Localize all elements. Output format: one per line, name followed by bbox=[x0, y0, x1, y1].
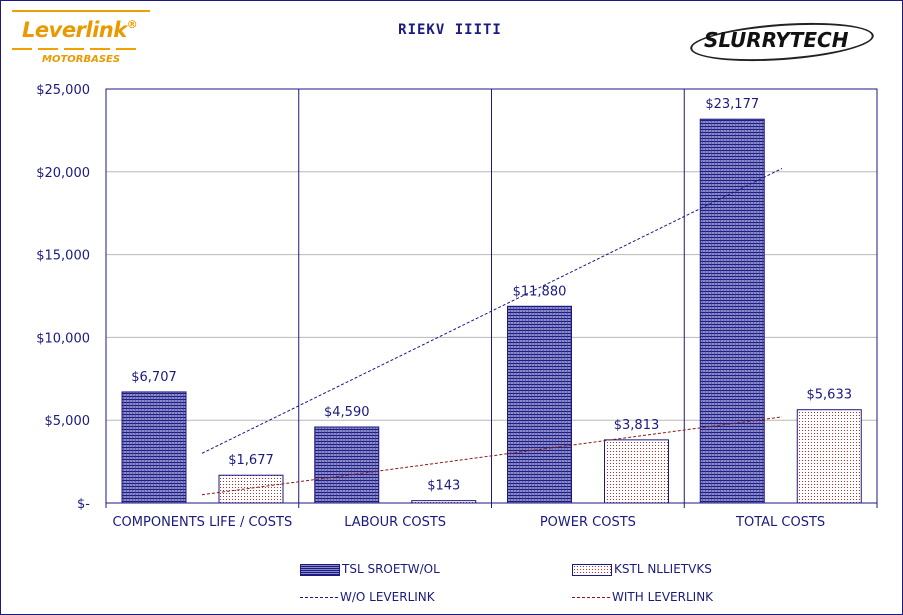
legend-item-series2: KSTL NLLIETVKS bbox=[572, 562, 712, 576]
logo-text: SLURRYTECH bbox=[704, 28, 849, 52]
bar-series2 bbox=[218, 474, 284, 504]
legend-item-trend-without: W/O LEVERLINK bbox=[300, 590, 435, 604]
data-label: $4,590 bbox=[324, 405, 370, 420]
y-tick-label: $25,000 bbox=[36, 83, 90, 98]
legend-label-trend-with: WITH LEVERLINK bbox=[612, 590, 714, 604]
logo-dash bbox=[90, 48, 110, 50]
bar-series1 bbox=[507, 305, 572, 504]
bar-series1 bbox=[121, 391, 187, 504]
legend-label-trend-without: W/O LEVERLINK bbox=[340, 590, 435, 604]
data-label: $6,707 bbox=[131, 370, 177, 385]
bar-series2 bbox=[796, 409, 862, 504]
bar-series2 bbox=[411, 500, 477, 504]
logo-dash bbox=[38, 48, 58, 50]
data-label: $143 bbox=[427, 479, 460, 494]
legend-label-series2: KSTL NLLIETVKS bbox=[614, 562, 712, 576]
trendline-without-leverlink bbox=[201, 168, 783, 454]
logo-dash bbox=[116, 48, 136, 50]
legend-item-trend-with: WITH LEVERLINK bbox=[572, 590, 713, 604]
legend-swatch-trend-without bbox=[300, 597, 338, 598]
y-tick-label: $15,000 bbox=[36, 249, 90, 264]
bar-series1 bbox=[699, 118, 765, 504]
leverlink-logo: Leverlink® MOTORBASES bbox=[12, 8, 152, 68]
y-tick-label: $10,000 bbox=[36, 331, 90, 346]
y-tick-label: $20,000 bbox=[36, 166, 90, 181]
x-category-label: TOTAL COSTS bbox=[735, 515, 825, 530]
logo-subtitle: MOTORBASES bbox=[42, 54, 121, 65]
x-category-label: POWER COSTS bbox=[540, 515, 636, 530]
y-tick-label: $- bbox=[77, 497, 90, 512]
data-label: $11,880 bbox=[513, 284, 567, 299]
data-label: $1,677 bbox=[228, 453, 274, 468]
legend-swatch-trend-with bbox=[572, 597, 610, 598]
chart-title: RIEKV IIITI bbox=[398, 22, 502, 38]
x-category-label: COMPONENTS LIFE / COSTS bbox=[112, 515, 292, 530]
bar-series2 bbox=[604, 439, 669, 504]
data-label: $5,633 bbox=[807, 388, 853, 403]
x-category-label: LABOUR COSTS bbox=[344, 515, 446, 530]
logo-dash bbox=[12, 48, 32, 50]
y-tick-label: $5,000 bbox=[45, 414, 91, 429]
logo-topline bbox=[12, 10, 150, 12]
logo-brand: Leverlink® bbox=[22, 18, 138, 42]
legend-label-series1: TSL SROETW/OL bbox=[342, 562, 440, 576]
data-label: $3,813 bbox=[614, 418, 660, 433]
bar-series1 bbox=[314, 426, 380, 504]
slurrytech-logo: SLURRYTECH bbox=[688, 17, 880, 67]
trendline-with-leverlink bbox=[201, 416, 783, 496]
data-label: $23,177 bbox=[705, 97, 759, 112]
legend-swatch-series1 bbox=[300, 563, 340, 576]
logo-dash bbox=[64, 48, 84, 50]
legend-item-series1: TSL SROETW/OL bbox=[300, 562, 440, 576]
legend-swatch-series2 bbox=[572, 563, 612, 576]
